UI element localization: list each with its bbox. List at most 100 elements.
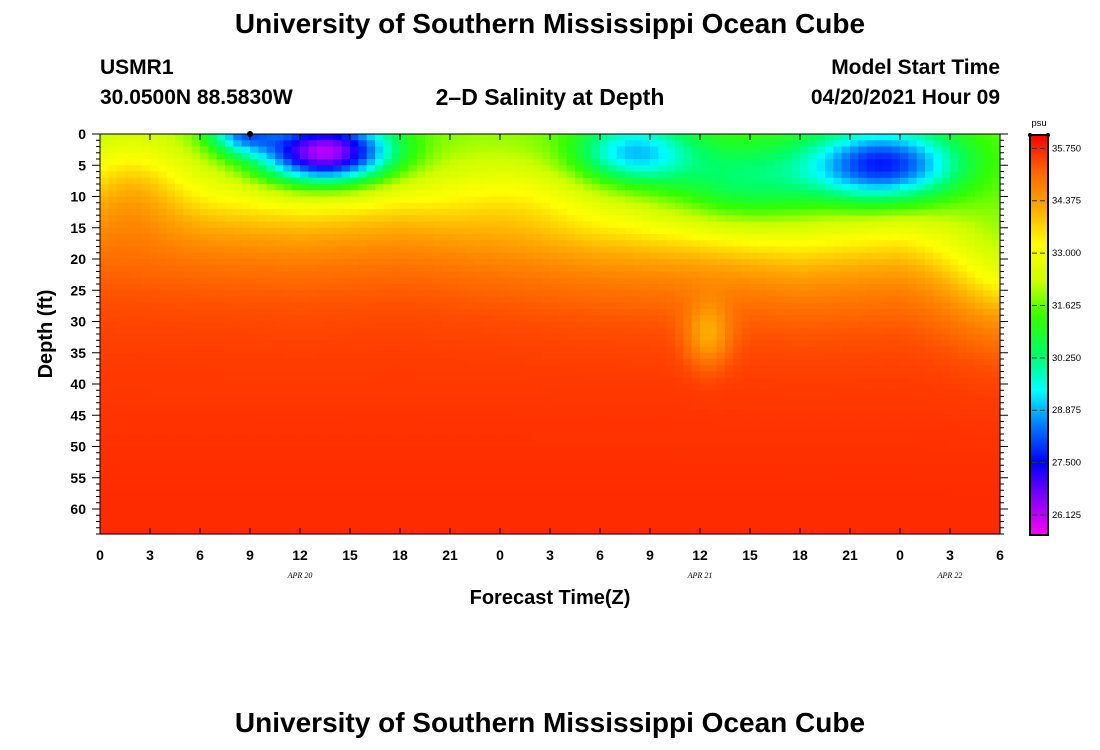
heatmap-cell	[325, 365, 334, 373]
heatmap-cell	[691, 496, 701, 504]
heatmap-cell	[441, 515, 451, 523]
heatmap-cell	[375, 284, 384, 291]
heatmap-cell	[475, 227, 484, 235]
heatmap-cell	[258, 327, 268, 335]
heatmap-cell	[300, 427, 309, 435]
heatmap-cell	[241, 152, 251, 160]
heatmap-cell	[150, 484, 159, 491]
heatmap-cell	[500, 196, 509, 204]
heatmap-cell	[425, 296, 434, 304]
heatmap-cell	[308, 259, 318, 266]
heatmap-cell	[675, 390, 684, 398]
heatmap-cell	[366, 177, 376, 185]
heatmap-cell	[250, 152, 259, 160]
heatmap-cell	[316, 234, 326, 241]
heatmap-cell	[116, 359, 126, 366]
heatmap-cell	[500, 190, 509, 198]
heatmap-cell	[683, 177, 693, 185]
heatmap-cell	[508, 352, 518, 360]
heatmap-cell	[633, 427, 643, 435]
heatmap-cell	[683, 296, 693, 304]
heatmap-cell	[308, 440, 318, 448]
heatmap-cell	[416, 352, 426, 360]
heatmap-cell	[558, 134, 568, 141]
heatmap-cell	[458, 452, 468, 460]
heatmap-cell	[208, 277, 218, 285]
heatmap-cell	[208, 152, 218, 160]
heatmap-cell	[666, 221, 676, 229]
heatmap-cell	[150, 440, 159, 448]
heatmap-cell	[725, 440, 734, 448]
heatmap-cell	[541, 184, 551, 191]
heatmap-cell	[541, 134, 551, 141]
heatmap-cell	[741, 490, 751, 498]
heatmap-cell	[400, 309, 409, 316]
heatmap-cell	[383, 452, 393, 460]
heatmap-cell	[633, 452, 643, 460]
heatmap-cell	[391, 521, 401, 529]
heatmap-cell	[258, 496, 268, 504]
heatmap-cell	[625, 396, 634, 404]
heatmap-cell	[525, 352, 534, 360]
heatmap-cell	[633, 165, 643, 173]
heatmap-cell	[191, 340, 201, 348]
heatmap-cell	[666, 259, 676, 266]
heatmap-cell	[366, 352, 376, 360]
heatmap-cell	[408, 346, 418, 354]
heatmap-cell	[350, 459, 359, 466]
heatmap-cell	[241, 340, 251, 348]
heatmap-cell	[450, 290, 459, 298]
heatmap-cell	[591, 390, 601, 398]
heatmap-cell	[116, 434, 126, 441]
heatmap-cell	[166, 215, 176, 223]
heatmap-cell	[625, 440, 634, 448]
heatmap-cell	[550, 502, 559, 510]
heatmap-cell	[666, 346, 676, 354]
heatmap-cell	[683, 502, 693, 510]
heatmap-cell	[116, 296, 126, 304]
heatmap-cell	[275, 340, 284, 348]
heatmap-cell	[591, 452, 601, 460]
heatmap-cell	[491, 415, 501, 423]
heatmap-cell	[225, 202, 234, 210]
heatmap-cell	[416, 459, 426, 466]
heatmap-cell	[533, 396, 543, 404]
heatmap-cell	[341, 284, 351, 291]
heatmap-cell	[366, 140, 376, 148]
heatmap-cell	[350, 509, 359, 516]
heatmap-cell	[600, 346, 609, 354]
heatmap-cell	[291, 277, 301, 285]
heatmap-cell	[708, 296, 718, 304]
heatmap-cell	[441, 259, 451, 266]
heatmap-cell	[158, 259, 168, 266]
heatmap-cell	[416, 471, 426, 479]
heatmap-cell	[500, 215, 509, 223]
heatmap-cell	[608, 296, 618, 304]
heatmap-cell	[191, 321, 201, 329]
heatmap-cell	[408, 165, 418, 173]
heatmap-cell	[525, 515, 534, 523]
heatmap-cell	[700, 159, 709, 166]
heatmap-cell	[125, 265, 134, 273]
heatmap-cell	[375, 396, 384, 404]
heatmap-cell	[350, 140, 359, 148]
heatmap-cell	[608, 302, 618, 310]
heatmap-cell	[116, 196, 126, 204]
heatmap-cell	[408, 159, 418, 166]
heatmap-cell	[150, 352, 159, 360]
heatmap-cell	[166, 502, 176, 510]
heatmap-cell	[300, 446, 309, 454]
heatmap-cell	[441, 221, 451, 229]
heatmap-cell	[291, 265, 301, 273]
heatmap-cell	[241, 346, 251, 354]
heatmap-cell	[433, 184, 443, 191]
heatmap-cell	[591, 259, 601, 266]
heatmap-cell	[450, 459, 459, 466]
heatmap-cell	[616, 402, 626, 410]
heatmap-cell	[633, 209, 643, 216]
heatmap-cell	[741, 465, 751, 473]
heatmap-cell	[458, 359, 468, 366]
heatmap-cell	[208, 421, 218, 429]
heatmap-cell	[183, 452, 193, 460]
heatmap-cell	[366, 302, 376, 310]
